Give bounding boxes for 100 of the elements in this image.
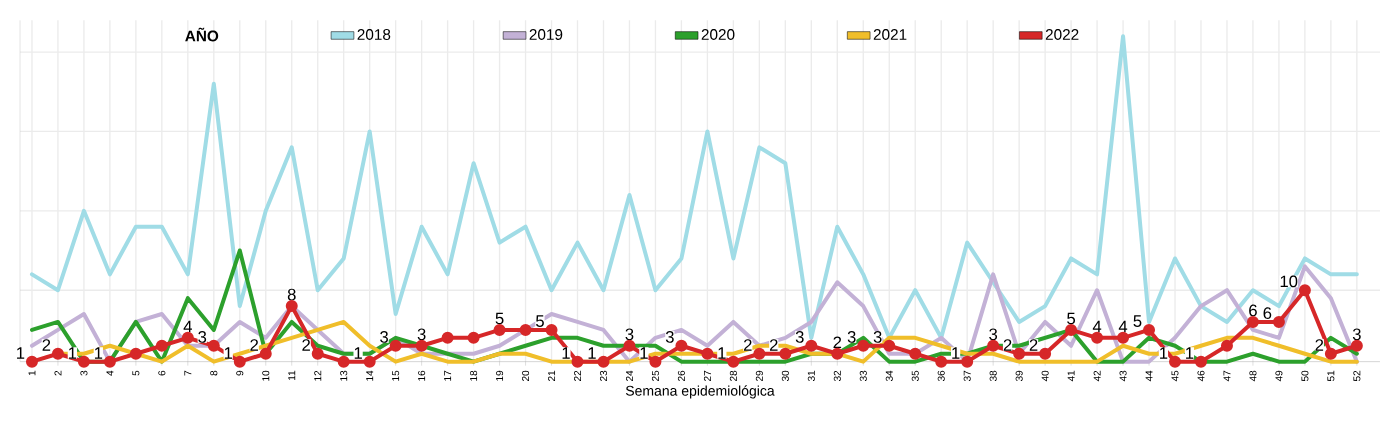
data-label: 2 bbox=[1315, 339, 1324, 351]
data-label: 2 bbox=[1003, 339, 1012, 351]
point bbox=[571, 355, 584, 368]
x-tick-label: 52 bbox=[1353, 370, 1361, 382]
point bbox=[519, 323, 532, 336]
point bbox=[623, 339, 636, 352]
point bbox=[1117, 331, 1130, 344]
data-label: 3 bbox=[198, 331, 207, 343]
data-label: 10 bbox=[1280, 275, 1298, 288]
point bbox=[1220, 339, 1233, 352]
point bbox=[207, 339, 220, 352]
legend-label: 2019 bbox=[529, 29, 563, 40]
point bbox=[467, 331, 480, 344]
point bbox=[415, 339, 428, 352]
x-tick-label: 14 bbox=[366, 370, 374, 381]
x-tick-label: 34 bbox=[885, 370, 893, 382]
data-label: 6 bbox=[1249, 304, 1257, 317]
point bbox=[1065, 323, 1078, 336]
point bbox=[805, 339, 818, 352]
data-label: 3 bbox=[417, 328, 426, 341]
point bbox=[51, 347, 64, 360]
point bbox=[389, 339, 402, 352]
point bbox=[77, 355, 90, 368]
point bbox=[935, 355, 948, 368]
legend-label: 2020 bbox=[701, 29, 735, 40]
point bbox=[753, 347, 766, 360]
x-tick-label: 39 bbox=[1015, 370, 1023, 382]
data-label: 2 bbox=[1029, 339, 1038, 351]
point bbox=[337, 355, 350, 368]
x-tick-label: 41 bbox=[1067, 370, 1075, 382]
point bbox=[675, 339, 688, 352]
data-label: 6 bbox=[1263, 307, 1272, 320]
x-tick-label: 10 bbox=[262, 370, 270, 381]
data-label: 1 bbox=[224, 347, 233, 359]
point bbox=[1324, 347, 1337, 360]
x-tick-label: 38 bbox=[989, 370, 997, 382]
point bbox=[1246, 315, 1259, 328]
data-label: 3 bbox=[665, 331, 674, 343]
point bbox=[441, 331, 454, 344]
x-tick-label: 47 bbox=[1223, 370, 1231, 382]
x-tick-label: 2 bbox=[54, 370, 62, 376]
data-label: 1 bbox=[718, 347, 726, 359]
legend-label: 2018 bbox=[357, 29, 391, 40]
data-label: 1 bbox=[1186, 347, 1194, 359]
x-tick-label: 20 bbox=[522, 370, 530, 381]
point bbox=[1272, 315, 1285, 328]
legend-label: 2022 bbox=[1045, 29, 1079, 40]
x-tick-label: 42 bbox=[1093, 370, 1101, 382]
data-label: 2 bbox=[302, 339, 310, 351]
x-tick-label: 48 bbox=[1249, 370, 1257, 382]
x-tick-label: 40 bbox=[1041, 370, 1049, 382]
x-tick-label: 37 bbox=[963, 370, 971, 382]
point bbox=[779, 347, 792, 360]
data-label: 3 bbox=[873, 331, 882, 343]
data-label: 5 bbox=[1067, 312, 1076, 325]
data-label: 1 bbox=[562, 347, 570, 359]
x-tick-label: 22 bbox=[574, 370, 581, 381]
x-tick-label: 36 bbox=[937, 370, 945, 382]
x-tick-label: 32 bbox=[833, 370, 841, 382]
x-tick-label: 50 bbox=[1301, 370, 1309, 382]
data-label: 1 bbox=[952, 347, 960, 359]
data-label: 3 bbox=[847, 331, 856, 343]
point bbox=[831, 347, 844, 360]
data-label: 2 bbox=[743, 339, 752, 351]
x-tick-label: 16 bbox=[418, 370, 426, 381]
data-label: 2 bbox=[42, 339, 51, 351]
point bbox=[1298, 284, 1311, 297]
point bbox=[129, 347, 142, 360]
x-tick-label: 27 bbox=[703, 370, 711, 381]
x-tick-label: 21 bbox=[548, 370, 556, 381]
point bbox=[285, 300, 298, 313]
data-label: 1 bbox=[354, 347, 362, 359]
x-tick-label: 1 bbox=[28, 370, 36, 376]
x-tick-label: 49 bbox=[1275, 370, 1283, 382]
data-label: 2 bbox=[250, 339, 258, 351]
point bbox=[649, 355, 662, 368]
x-tick-label: 28 bbox=[729, 370, 737, 381]
x-tick-label: 17 bbox=[444, 370, 452, 381]
x-tick-label: 35 bbox=[911, 370, 919, 382]
x-tick-label: 9 bbox=[236, 370, 244, 376]
point bbox=[363, 355, 376, 368]
data-label: 2 bbox=[833, 336, 842, 349]
x-tick-label: 30 bbox=[781, 370, 789, 382]
x-tick-label: 13 bbox=[340, 370, 348, 381]
x-tick-label: 4 bbox=[106, 370, 114, 376]
x-tick-label: 44 bbox=[1145, 370, 1153, 382]
data-label: 3 bbox=[625, 328, 634, 341]
x-tick-label: 31 bbox=[807, 370, 815, 382]
x-tick-label: 12 bbox=[314, 370, 322, 381]
data-label: 1 bbox=[588, 347, 596, 359]
point bbox=[311, 347, 324, 360]
x-tick-label: 18 bbox=[470, 370, 478, 381]
point bbox=[1350, 339, 1363, 352]
x-tick-label: 24 bbox=[625, 370, 633, 381]
point bbox=[233, 355, 246, 368]
point bbox=[1194, 355, 1207, 368]
x-tick-label: 51 bbox=[1327, 370, 1335, 382]
data-label: 8 bbox=[287, 288, 296, 301]
x-tick-label: 29 bbox=[755, 370, 763, 381]
point bbox=[1169, 355, 1182, 368]
